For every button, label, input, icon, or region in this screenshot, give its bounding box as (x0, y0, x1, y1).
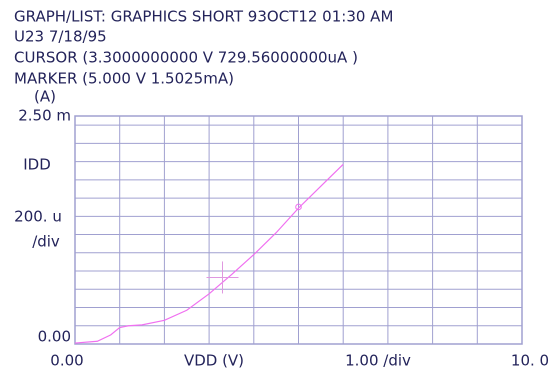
y-tick-label: 0.00 (38, 328, 71, 346)
x-label: VDD (V) (184, 352, 244, 370)
header-line: MARKER (5.000 V 1.5025mA) (14, 70, 234, 88)
y-div-label: 200. u (14, 208, 62, 226)
x-tick-label: 0.00 (50, 352, 83, 370)
header-line: GRAPH/LIST: GRAPHICS SHORT 93OCT12 01:30… (14, 8, 393, 26)
plot-frame (74, 115, 523, 345)
y-div-suffix: /div (32, 233, 60, 251)
y-tick-label: 2.50 m (18, 107, 71, 125)
y-unit: (A) (34, 88, 56, 106)
header-line: U23 7/18/95 (14, 28, 107, 46)
y-label: IDD (23, 156, 51, 174)
marker (295, 203, 302, 211)
x-div-label: 1.00 /div (345, 352, 411, 370)
data-line (74, 163, 344, 344)
header-line: CURSOR (3.3000000000 V 729.56000000uA ) (14, 49, 358, 67)
x-tick-label: 10. 0 (511, 352, 549, 370)
